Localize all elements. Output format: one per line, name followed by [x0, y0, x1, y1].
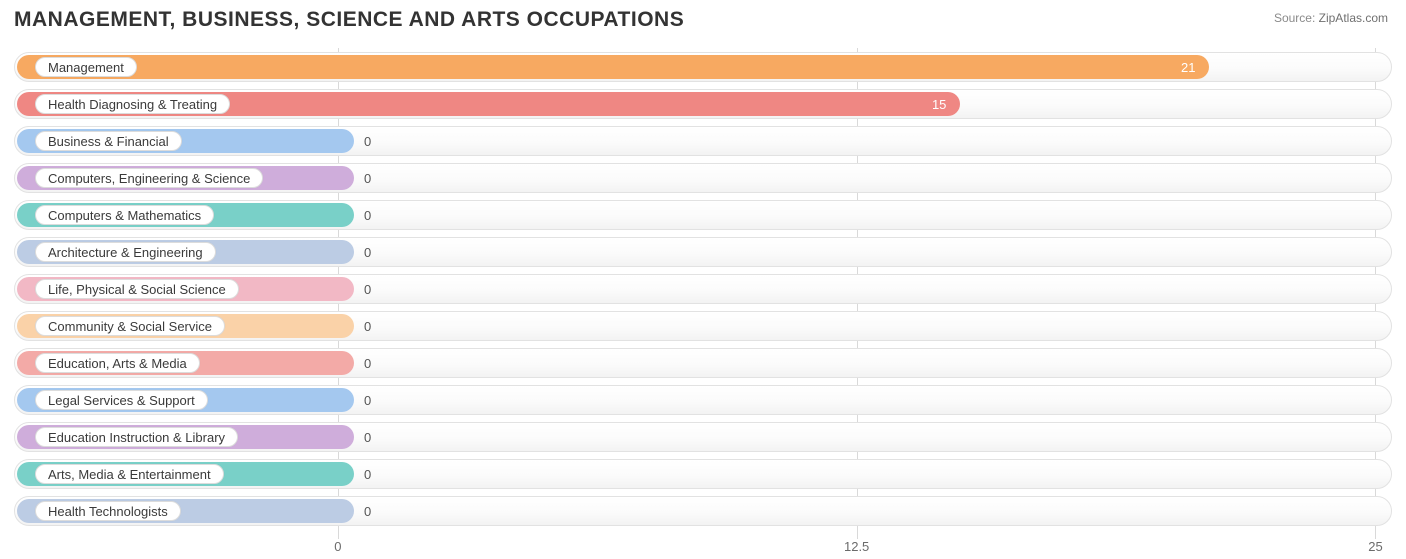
x-tick: 25	[1368, 539, 1382, 554]
bar-row: Health Diagnosing & Treating 15	[14, 89, 1392, 119]
x-axis: 0 12.5 25	[14, 539, 1392, 555]
source-attribution: Source: ZipAtlas.com	[1274, 11, 1388, 25]
bar-label-pill: Education Instruction & Library	[35, 427, 238, 447]
bar	[17, 55, 1209, 79]
chart-title: MANAGEMENT, BUSINESS, SCIENCE AND ARTS O…	[14, 8, 684, 32]
bar-label-pill: Business & Financial	[35, 131, 182, 151]
bar-row: Education, Arts & Media 0	[14, 348, 1392, 378]
header: MANAGEMENT, BUSINESS, SCIENCE AND ARTS O…	[0, 0, 1406, 32]
bar-label-pill: Health Technologists	[35, 501, 181, 521]
bar-row: Architecture & Engineering 0	[14, 237, 1392, 267]
source-site: ZipAtlas.com	[1319, 11, 1388, 25]
source-label: Source:	[1274, 11, 1315, 25]
bar-label-pill: Computers, Engineering & Science	[35, 168, 263, 188]
bar-value: 0	[364, 422, 371, 452]
bar-value: 15	[932, 89, 946, 119]
bar-row: Arts, Media & Entertainment 0	[14, 459, 1392, 489]
bar-label-pill: Health Diagnosing & Treating	[35, 94, 230, 114]
bar-label-pill: Education, Arts & Media	[35, 353, 200, 373]
plot-inner: Management 21 Health Diagnosing & Treating…	[14, 42, 1392, 537]
bar-label-pill: Arts, Media & Entertainment	[35, 464, 224, 484]
x-tick: 0	[334, 539, 341, 554]
bar-row: Life, Physical & Social Science 0	[14, 274, 1392, 304]
bar-value: 21	[1181, 52, 1195, 82]
bar-row: Education Instruction & Library 0	[14, 422, 1392, 452]
bar-row: Computers & Mathematics 0	[14, 200, 1392, 230]
bar-row: Community & Social Service 0	[14, 311, 1392, 341]
bar-label-pill: Architecture & Engineering	[35, 242, 216, 262]
bar-label-pill: Community & Social Service	[35, 316, 225, 336]
bar-row: Computers, Engineering & Science 0	[14, 163, 1392, 193]
bar-label-pill: Computers & Mathematics	[35, 205, 214, 225]
bar-value: 0	[364, 496, 371, 526]
bar-value: 0	[364, 274, 371, 304]
bar-row: Management 21	[14, 52, 1392, 82]
bar-row: Health Technologists 0	[14, 496, 1392, 526]
x-tick: 12.5	[844, 539, 869, 554]
bar-value: 0	[364, 163, 371, 193]
bar-value: 0	[364, 126, 371, 156]
bar-value: 0	[364, 385, 371, 415]
bar-value: 0	[364, 200, 371, 230]
bar-row: Legal Services & Support 0	[14, 385, 1392, 415]
chart-container: MANAGEMENT, BUSINESS, SCIENCE AND ARTS O…	[0, 0, 1406, 559]
bar-value: 0	[364, 348, 371, 378]
bar-label-pill: Management	[35, 57, 137, 77]
bar-label-pill: Life, Physical & Social Science	[35, 279, 239, 299]
bar-row: Business & Financial 0	[14, 126, 1392, 156]
plot-area: Management 21 Health Diagnosing & Treating…	[14, 42, 1392, 537]
bar-value: 0	[364, 237, 371, 267]
bar-value: 0	[364, 459, 371, 489]
bar-value: 0	[364, 311, 371, 341]
bar-label-pill: Legal Services & Support	[35, 390, 208, 410]
